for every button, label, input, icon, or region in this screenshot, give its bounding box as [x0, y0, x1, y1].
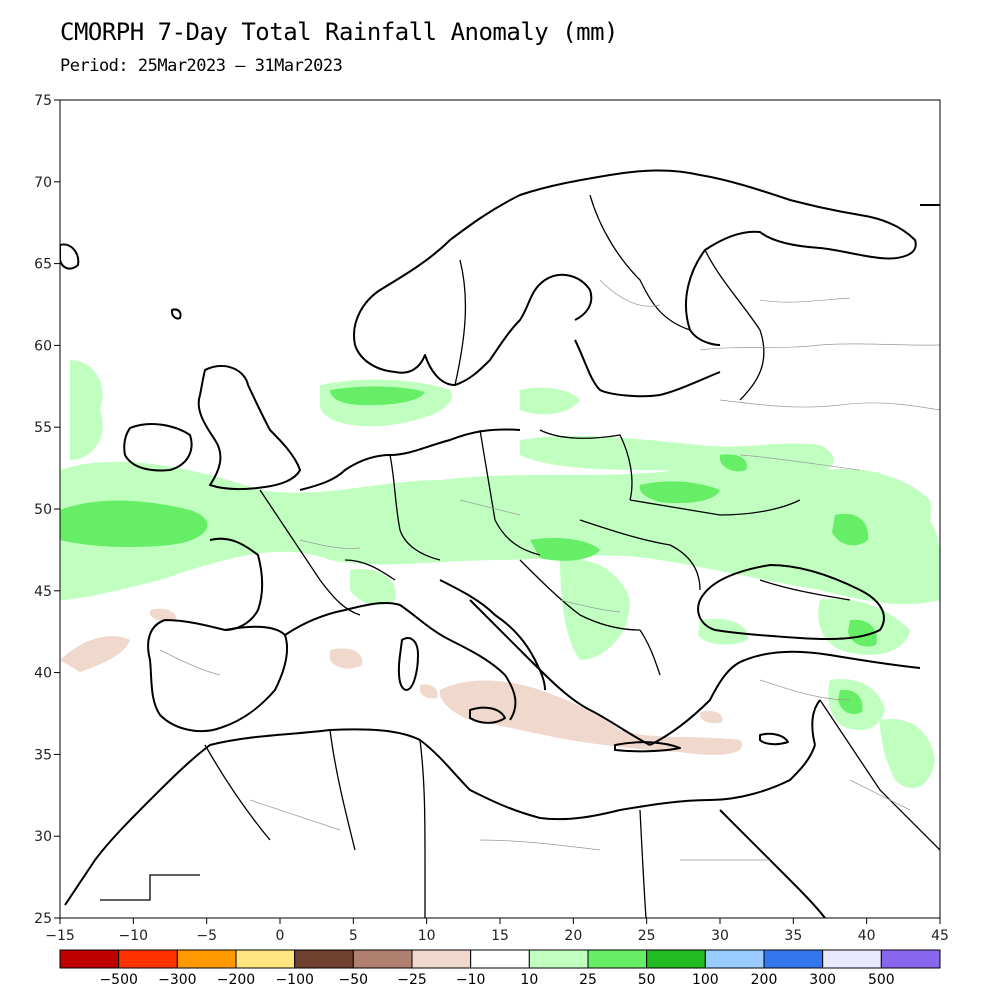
- admin-borders: [159, 279, 940, 861]
- cyprus: [759, 732, 789, 746]
- lon-tick-label: 5: [349, 928, 358, 944]
- black-sea-coast: [697, 564, 885, 641]
- balkan-coast: [469, 599, 651, 746]
- lon-tick-label: 10: [418, 928, 436, 944]
- colorbar-label: 25: [579, 972, 597, 988]
- colorbar-swatch: [176, 949, 237, 969]
- colorbar-label: −10: [456, 972, 486, 988]
- great-britain-coast: [197, 365, 301, 491]
- norway-sweden-south-coast: [354, 273, 593, 386]
- egypt-red-sea-coast: [719, 809, 826, 918]
- colorbar-swatch: [411, 949, 472, 969]
- strong-positive-anomaly-areas: [60, 386, 877, 715]
- colorbar-label: 10: [520, 972, 538, 988]
- lat-tick-label: 40: [34, 666, 52, 682]
- north-africa-coast: [149, 728, 816, 821]
- ireland-coast: [123, 423, 193, 472]
- longitude-ticks: −15 −10 −5 0 5 10 15 20 25 30 35 40 45: [45, 918, 949, 944]
- colorbar-swatch: [646, 949, 706, 969]
- colorbar-label: 300: [809, 972, 836, 988]
- colorbar-swatch: [528, 949, 589, 969]
- colorbar-swatch: [587, 949, 648, 969]
- lat-tick-label: 25: [34, 911, 52, 927]
- lon-tick-label: 35: [784, 928, 802, 944]
- iceland-fragment: [60, 243, 80, 270]
- latitude-ticks: 25 30 35 40 45 50 55 60 65 70 75: [34, 93, 60, 927]
- sardinia-corsica: [397, 637, 419, 691]
- lat-tick-label: 55: [34, 420, 52, 436]
- colorbar-swatch: [352, 949, 413, 969]
- crete: [614, 741, 681, 753]
- colorbar-label: −500: [99, 972, 137, 988]
- colorbar-swatch: [880, 949, 941, 969]
- colorbar-swatch: [235, 949, 296, 969]
- lon-tick-label: 25: [638, 928, 656, 944]
- colorbar-label: −300: [158, 972, 196, 988]
- colorbar-swatch: [294, 949, 354, 969]
- faroe: [171, 308, 182, 320]
- lon-tick-label: −15: [45, 928, 75, 944]
- lat-tick-label: 70: [34, 175, 52, 191]
- colorbar-swatch: [59, 949, 120, 969]
- colorbar-label: 50: [638, 972, 656, 988]
- national-borders: [100, 194, 940, 918]
- sicily: [469, 706, 506, 724]
- lon-tick-label: −10: [119, 928, 149, 944]
- lat-tick-label: 65: [34, 257, 52, 273]
- lat-tick-label: 45: [34, 584, 52, 600]
- scandinavia-coast: [353, 169, 917, 346]
- colorbar-swatch: [470, 949, 530, 969]
- lat-tick-label: 35: [34, 747, 52, 763]
- lat-tick-label: 50: [34, 502, 52, 518]
- colorbar-label: −50: [339, 972, 369, 988]
- france-atlantic-coast: [209, 537, 264, 631]
- coastlines: [60, 169, 940, 918]
- colorbar-swatch: [704, 949, 765, 969]
- colorbar-label: −100: [275, 972, 313, 988]
- iberia-coast: [147, 619, 288, 733]
- colorbar-swatch: [822, 949, 882, 969]
- lon-tick-label: 0: [276, 928, 285, 944]
- lon-tick-label: 45: [931, 928, 949, 944]
- colorbar-label: −200: [217, 972, 255, 988]
- aegean-anatolia-coast: [649, 650, 921, 746]
- lat-tick-label: 75: [34, 93, 52, 109]
- colorbar-swatch: [763, 949, 824, 969]
- lon-tick-label: −5: [196, 928, 217, 944]
- period-subtitle: Period: 25Mar2023 – 31Mar2023: [60, 56, 343, 76]
- colorbar-label: 500: [868, 972, 895, 988]
- colorbar-label: −25: [397, 972, 427, 988]
- colorbar-swatch: [118, 949, 178, 969]
- lon-tick-label: 40: [858, 928, 876, 944]
- morocco-west-coast: [64, 799, 151, 906]
- map-title: CMORPH 7-Day Total Rainfall Anomaly (mm): [60, 18, 618, 46]
- lat-tick-label: 60: [34, 338, 52, 354]
- map-layers: [60, 169, 940, 918]
- lat-tick-label: 30: [34, 829, 52, 845]
- colorbar: −500 −300 −200 −100 −50 −25 −10 10 25 50 100 200 300…: [59, 949, 941, 988]
- baltic-east-coast: [574, 339, 721, 398]
- colorbar-label: 100: [692, 972, 719, 988]
- lon-tick-label: 30: [711, 928, 729, 944]
- lon-tick-label: 20: [564, 928, 582, 944]
- colorbar-label: 200: [751, 972, 778, 988]
- levant-coast: [811, 699, 821, 746]
- lon-tick-label: 15: [491, 928, 509, 944]
- italy-east-coast: [439, 579, 546, 691]
- med-north-coast: [284, 601, 517, 721]
